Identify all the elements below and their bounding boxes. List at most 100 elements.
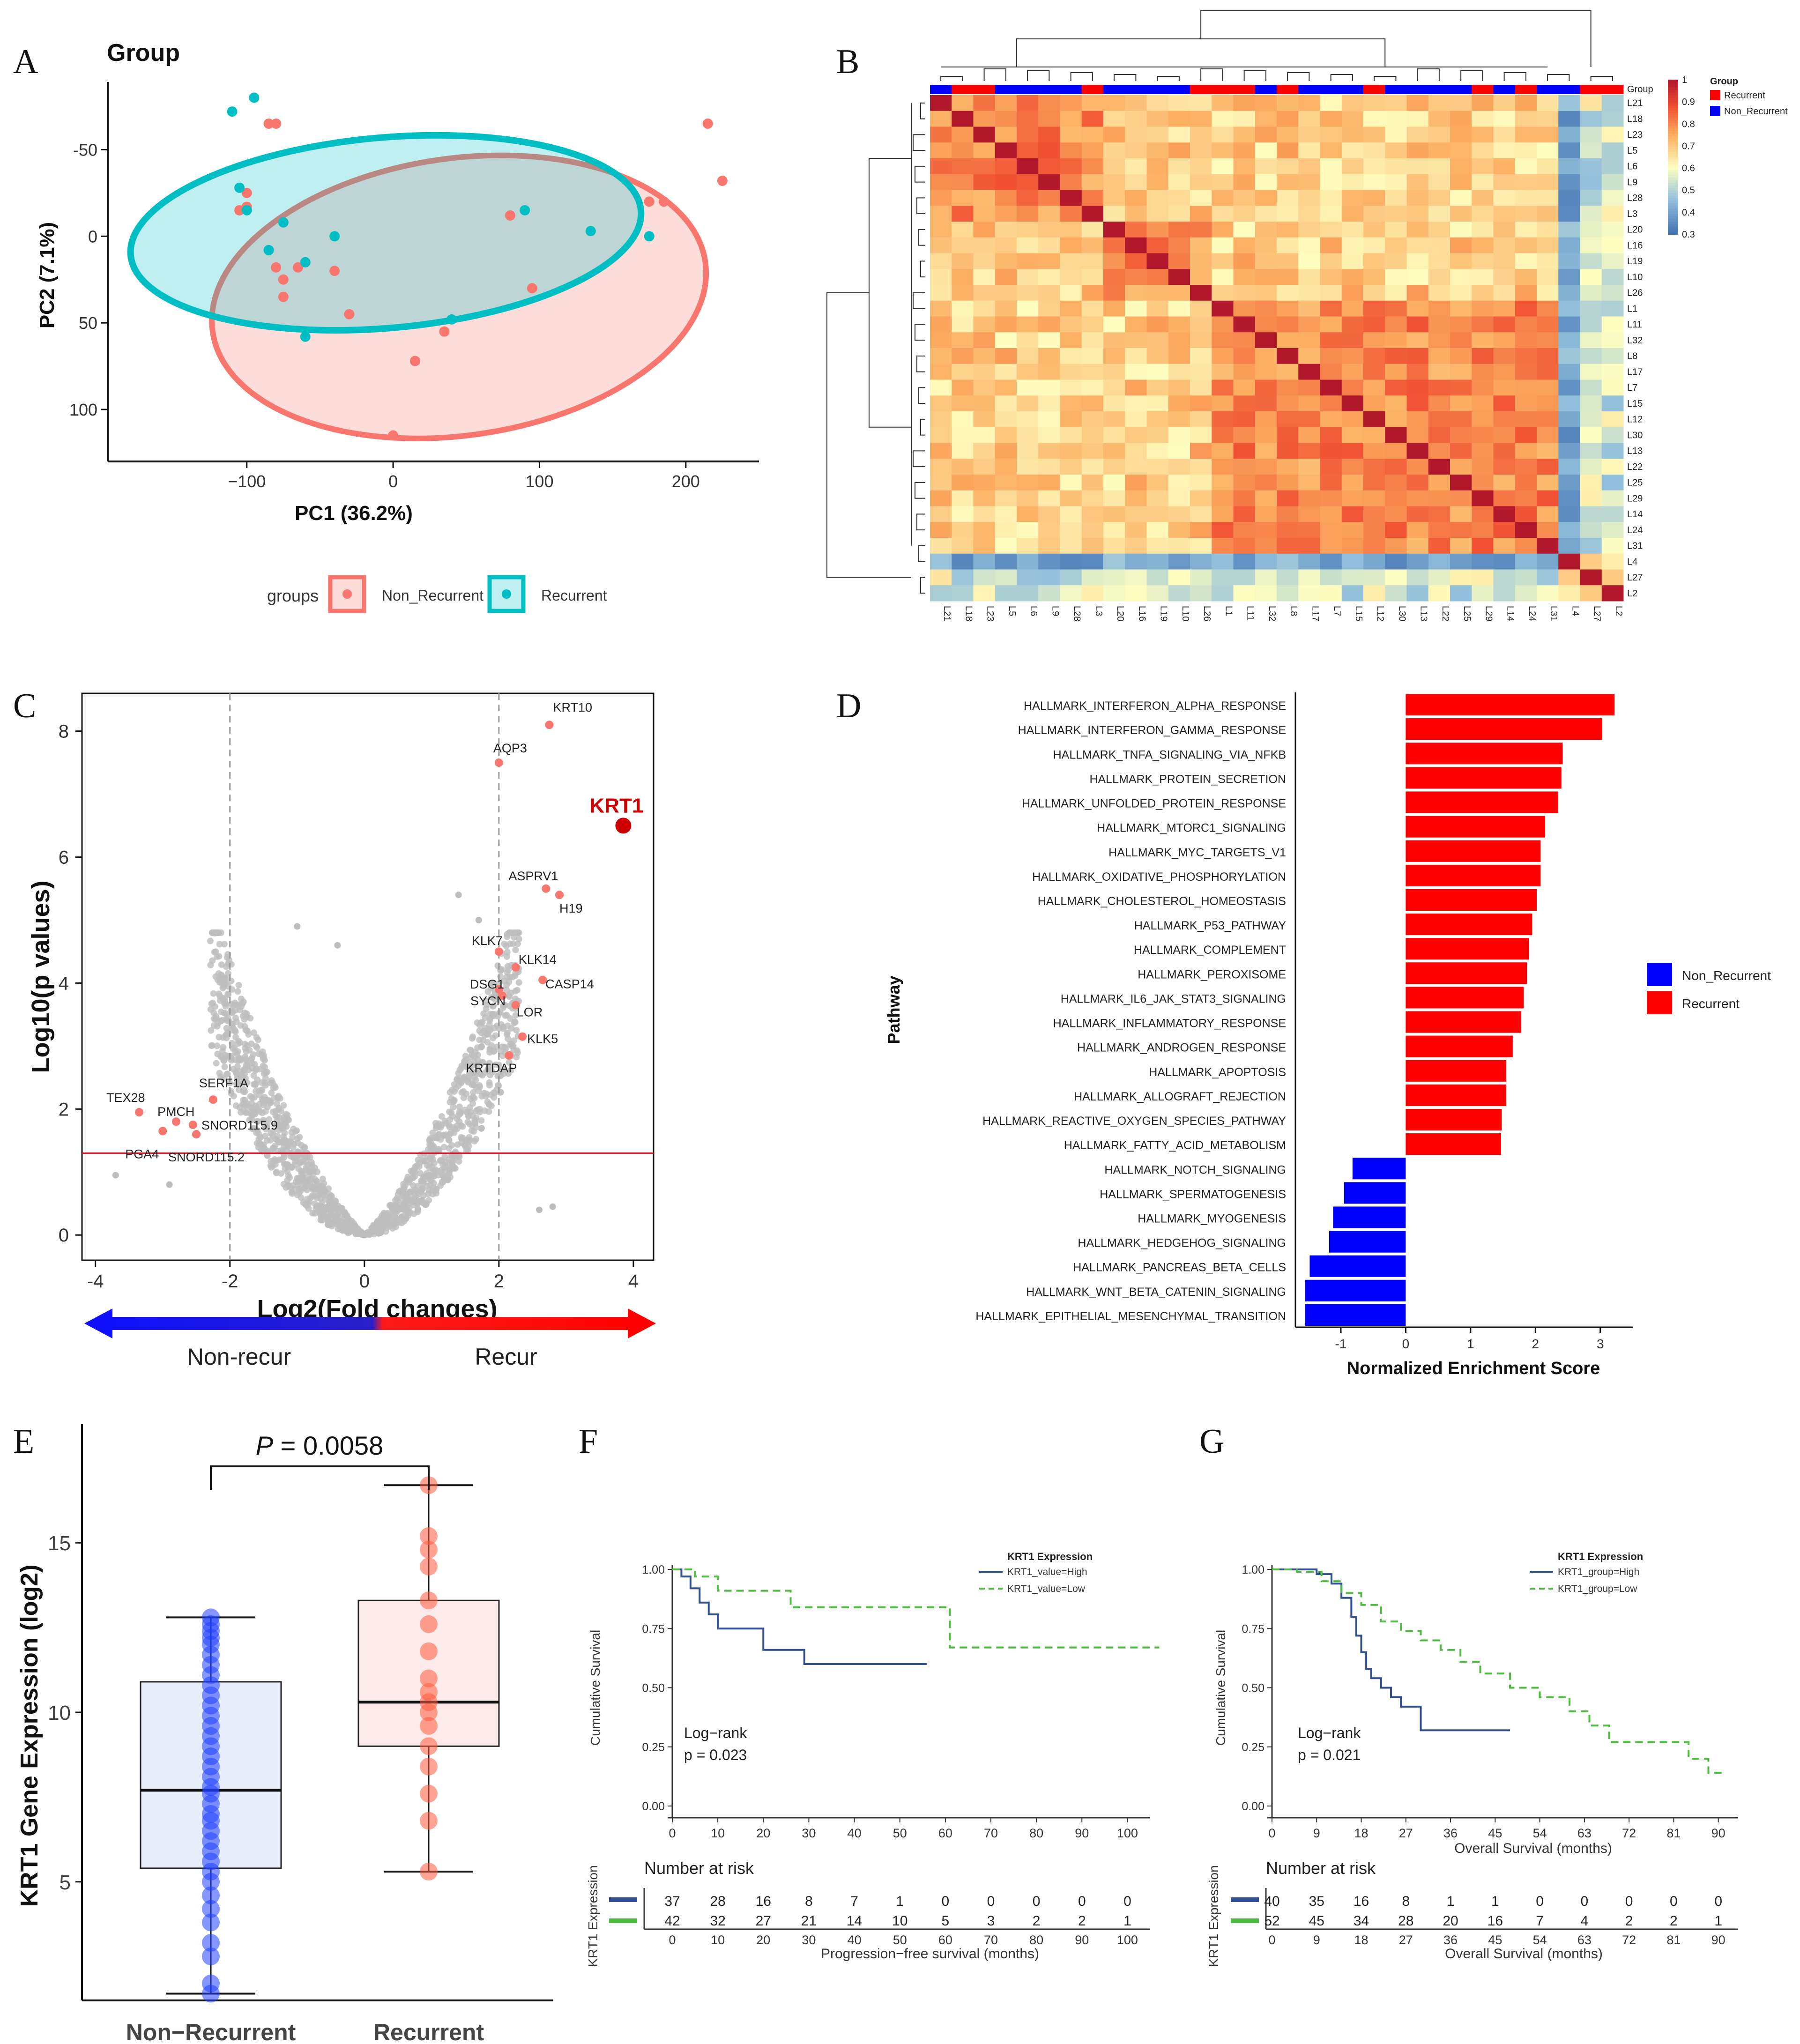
heatmap-cell <box>1320 174 1342 190</box>
gene-label: KLK7 <box>472 934 503 948</box>
heatmap-cell <box>1363 142 1385 159</box>
dendrogram-branch <box>920 418 925 436</box>
heatmap-cell <box>1017 475 1039 491</box>
background-gene-point <box>510 940 517 947</box>
data-point <box>527 283 537 294</box>
gene-point-asprv1 <box>542 884 550 893</box>
heatmap-cell <box>1450 475 1472 491</box>
heatmap-cell <box>1168 475 1190 491</box>
heatmap-cell <box>1060 142 1082 159</box>
heatmap-cell <box>1038 364 1060 380</box>
gene-label: LOR <box>517 1005 543 1019</box>
background-gene-point <box>511 1019 518 1026</box>
km-os-chart: 0 9 18 27 36 45 54 63 72 81 900.000.250.500.751.00… <box>1206 1551 1738 1967</box>
background-gene-point <box>484 1039 491 1046</box>
heatmap-cell <box>1168 364 1190 380</box>
heatmap-cell <box>1515 222 1537 238</box>
heatmap-cell <box>1125 379 1147 396</box>
background-gene-point <box>412 1168 419 1175</box>
pathway-label: HALLMARK_FATTY_ACID_METABOLISM <box>1064 1139 1286 1152</box>
heatmap-cell <box>1450 158 1472 175</box>
col-label: L28 <box>1072 606 1082 621</box>
heatmap-cell <box>1537 506 1559 522</box>
background-gene-point <box>254 1118 261 1125</box>
heatmap-cell <box>1017 459 1039 475</box>
heatmap-cell <box>1190 316 1212 333</box>
y-axis-label: Cumulative Survival <box>588 1630 602 1746</box>
gene-point-krt1 <box>615 818 632 834</box>
heatmap-cell <box>1601 553 1624 570</box>
row-label: L17 <box>1627 367 1643 377</box>
group-annotation-cell <box>1212 85 1234 94</box>
heatmap-cell <box>1601 490 1624 506</box>
heatmap-cell <box>1493 569 1516 586</box>
background-gene-point <box>494 962 501 969</box>
pathway-label: HALLMARK_REACTIVE_OXYGEN_SPECIES_PATHWAY <box>982 1115 1286 1128</box>
background-gene-point <box>230 1045 237 1052</box>
background-gene-point <box>440 1132 447 1139</box>
heatmap-cell <box>1385 475 1407 491</box>
background-gene-point <box>298 1184 305 1191</box>
heatmap-cell <box>930 379 952 396</box>
background-gene-point <box>234 1081 241 1088</box>
group-annotation-cell <box>1558 85 1580 94</box>
color-scale-step <box>1668 136 1678 140</box>
heatmap-cell <box>1385 95 1407 111</box>
heatmap-cell <box>1190 158 1212 175</box>
heatmap-cell <box>1081 443 1104 459</box>
heatmap-cell <box>1320 253 1342 269</box>
heatmap-cell <box>1428 506 1450 522</box>
heatmap-cell <box>1298 348 1320 364</box>
x-tick-label: -4 <box>87 1271 104 1292</box>
heatmap-cell <box>1320 126 1342 143</box>
y-tick-label: 0.50 <box>642 1682 665 1695</box>
background-gene-point <box>470 1128 477 1135</box>
heatmap-cell <box>1212 285 1234 301</box>
panel-label-e: E <box>13 1422 35 1461</box>
heatmap-cell <box>1255 459 1277 475</box>
heatmap-cell <box>1537 285 1559 301</box>
heatmap-cell <box>1472 506 1494 522</box>
heatmap-cell <box>1363 332 1385 349</box>
x-tick-label: 90 <box>1075 1826 1089 1840</box>
heatmap-cell <box>1146 348 1169 364</box>
heatmap-cell <box>1537 395 1559 412</box>
background-gene-point <box>442 1159 449 1166</box>
heatmap-cell <box>1125 126 1147 143</box>
enrichment-bar <box>1406 1084 1506 1106</box>
risk-count-high: 0 <box>987 1894 995 1909</box>
background-gene-point <box>210 990 217 997</box>
heatmap-cell <box>1537 522 1559 538</box>
heatmap-cell <box>995 427 1017 443</box>
heatmap-cell <box>1493 522 1516 538</box>
heatmap-cell <box>1580 538 1602 554</box>
background-gene-point <box>506 993 513 1000</box>
heatmap-cell <box>1017 522 1039 538</box>
heatmap-cell <box>1190 222 1212 238</box>
color-scale-step <box>1668 185 1678 188</box>
heatmap-cell <box>1146 585 1169 602</box>
heatmap-cell <box>1406 111 1429 127</box>
survival-curve-low <box>1272 1568 1724 1774</box>
heatmap-cell <box>1515 443 1537 459</box>
background-gene-point <box>425 1197 432 1204</box>
heatmap-cell <box>930 95 952 111</box>
heatmap-cell <box>1255 332 1277 349</box>
panel-label-d: D <box>836 687 862 725</box>
heatmap-cell <box>1060 222 1082 238</box>
heatmap-cell <box>1212 490 1234 506</box>
heatmap-cell <box>1428 569 1450 586</box>
heatmap-cell <box>1428 174 1450 190</box>
dendrogram-branch <box>913 450 925 468</box>
heatmap-cell <box>1255 222 1277 238</box>
gene-point-sycn <box>498 991 507 1000</box>
heatmap-cell <box>1472 522 1494 538</box>
heatmap-cell <box>1341 538 1364 554</box>
background-gene-point <box>280 1102 287 1109</box>
heatmap-cell <box>995 379 1017 396</box>
heatmap-cell <box>930 475 952 491</box>
background-gene-point <box>474 1051 481 1058</box>
heatmap-cell <box>1385 142 1407 159</box>
heatmap-cell <box>1168 95 1190 111</box>
data-point <box>249 92 260 103</box>
